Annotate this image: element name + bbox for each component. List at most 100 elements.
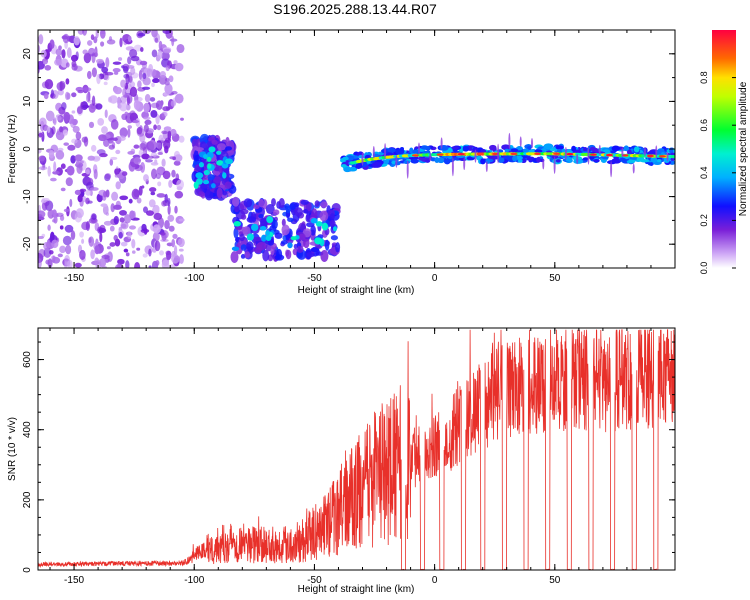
spectral-blob: [146, 68, 153, 78]
spectral-blob: [272, 209, 280, 216]
spectral-blob: [636, 156, 645, 162]
spectral-blob: [74, 189, 82, 196]
spectral-blob: [260, 217, 268, 229]
spectral-blob: [536, 156, 541, 163]
spectral-blob: [59, 245, 67, 254]
spectral-blob: [555, 145, 564, 150]
spectral-blob: [52, 256, 61, 264]
spectral-blob: [319, 210, 329, 222]
spectral-blob: [164, 220, 170, 230]
spectral-blob: [144, 94, 151, 103]
spectral-blob: [119, 127, 128, 138]
spectral-blob: [296, 245, 304, 253]
spectral-blob: [142, 253, 148, 258]
snr-series-line: [38, 329, 675, 570]
spectral-blob: [70, 230, 76, 241]
spectral-blob: [96, 58, 104, 64]
spectral-blob: [67, 144, 76, 151]
spectral-blob: [150, 109, 158, 118]
spectral-blob: [410, 158, 419, 164]
spectral-blob: [94, 245, 100, 255]
spectral-blob: [174, 62, 184, 72]
spectral-blob: [156, 124, 162, 131]
y-tick-label: -20: [22, 237, 33, 252]
spectral-blob: [103, 220, 113, 226]
spectral-blob: [139, 60, 148, 66]
x-tick-label: -50: [307, 575, 322, 586]
spectral-blob: [310, 218, 318, 224]
spectral-blob: [155, 113, 160, 125]
spectral-blob: [97, 118, 105, 126]
spectral-blob: [66, 92, 71, 100]
spectral-blob: [113, 204, 122, 210]
spectral-blob: [55, 130, 65, 141]
spectral-blob: [66, 47, 72, 59]
spectral-blob: [314, 237, 323, 245]
spectral-blob: [553, 152, 561, 155]
spectral-blob: [122, 87, 127, 98]
spectral-blob: [240, 244, 247, 251]
spectral-blob: [65, 62, 70, 68]
x-tick-label: 0: [432, 273, 438, 284]
spectral-blob: [157, 143, 163, 151]
spectral-blob: [105, 57, 110, 68]
spectral-blob: [97, 226, 103, 234]
spectral-blob: [582, 157, 589, 161]
spectral-blob: [497, 157, 505, 163]
spectral-blob: [56, 115, 62, 121]
spectral-blob: [167, 197, 171, 207]
spectrogram-y-label: Frequency (Hz): [7, 115, 18, 184]
spectral-blob: [57, 253, 63, 258]
spectral-blob: [143, 124, 149, 133]
spectral-blob: [320, 201, 328, 208]
spectral-blob: [50, 89, 54, 98]
spectral-blob: [412, 149, 420, 154]
spectral-blob: [85, 221, 91, 231]
spectral-blob: [70, 155, 76, 164]
spectral-blob: [310, 247, 320, 253]
spectral-blob: [55, 48, 63, 56]
spectral-blob: [94, 257, 100, 266]
spectral-blob: [51, 239, 59, 249]
spectral-blob: [171, 238, 176, 248]
spectral-blob: [142, 30, 152, 35]
y-tick-label: 200: [22, 491, 33, 508]
spectral-blob: [233, 221, 242, 227]
spectral-blob: [329, 219, 336, 227]
spectral-blob: [605, 153, 613, 157]
spectral-blob: [565, 156, 573, 162]
x-tick-label: -150: [64, 273, 84, 284]
spectral-blob: [474, 149, 477, 163]
spectral-blob: [406, 160, 409, 179]
spectral-blob: [633, 146, 640, 153]
spectral-blob: [287, 217, 294, 223]
spectral-blob: [168, 225, 175, 232]
x-tick-label: 50: [549, 575, 561, 586]
spectral-blob: [656, 158, 662, 163]
spectral-blob: [38, 258, 42, 268]
spectral-blob: [411, 154, 419, 157]
spectral-blob: [125, 252, 130, 257]
spectral-blob: [485, 160, 488, 173]
spectral-blob: [83, 52, 92, 64]
spectral-blob: [320, 250, 329, 262]
spectral-blob: [104, 109, 108, 119]
spectral-blob: [88, 121, 95, 129]
spectral-blob: [462, 146, 469, 152]
spectral-blob: [171, 169, 176, 178]
spectral-blob: [50, 231, 55, 242]
spectral-blob: [99, 231, 103, 243]
spectral-blob: [342, 156, 349, 161]
spectral-blob: [203, 179, 210, 185]
spectral-blob: [120, 241, 128, 247]
spectral-blob: [109, 158, 114, 166]
spectral-blob: [457, 153, 465, 156]
spectral-blob: [128, 225, 137, 230]
spectral-blob: [87, 40, 93, 46]
spectral-blob: [311, 208, 318, 220]
spectral-blob: [314, 200, 320, 207]
spectral-blob: [117, 262, 121, 268]
colorbar-gradient: [712, 30, 736, 268]
spectral-blob: [71, 138, 78, 144]
spectral-blob: [163, 126, 172, 132]
